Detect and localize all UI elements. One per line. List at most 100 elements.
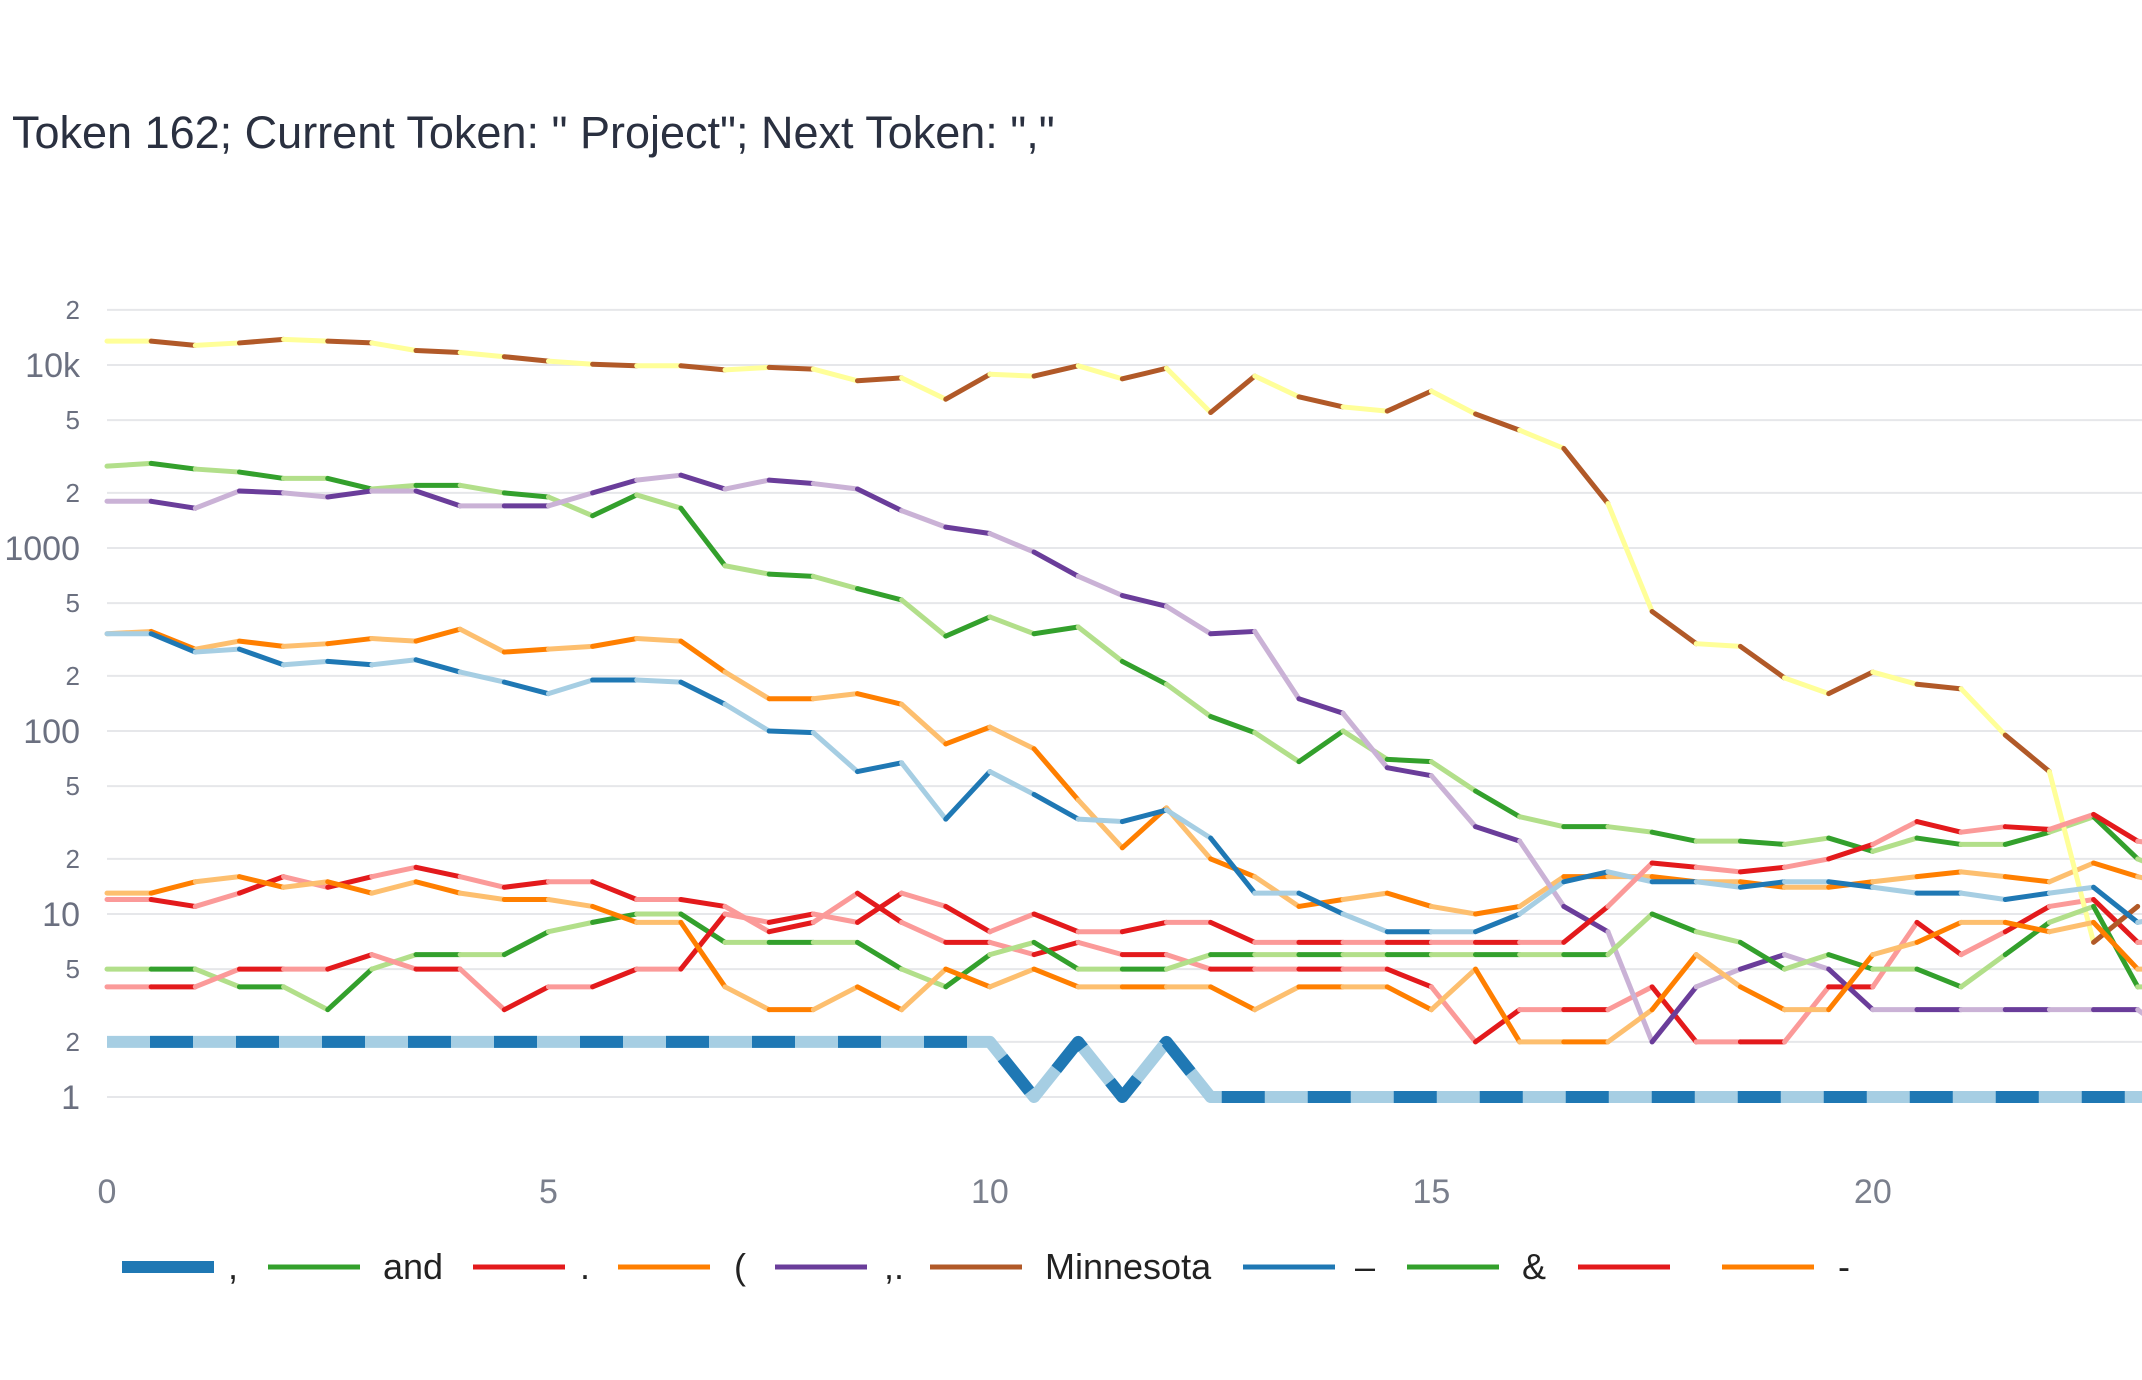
- series-segment: [1958, 686, 2008, 738]
- series-segment: [1252, 730, 1302, 765]
- series-segment: [722, 563, 772, 577]
- series-segment: [1649, 829, 1699, 844]
- series-1: [107, 1035, 2142, 1103]
- x-tick-label: 20: [1854, 1173, 1892, 1211]
- series-segment: [192, 488, 242, 511]
- y-tick-label: 2: [66, 844, 80, 874]
- legend-item[interactable]: ,.: [775, 1246, 904, 1287]
- series-segment: [1605, 824, 1655, 835]
- series-segment: [678, 911, 728, 945]
- series-segment: [810, 366, 860, 384]
- series-segment: [1914, 919, 1964, 958]
- series-segment: [1208, 984, 1258, 1013]
- series-segment: [1031, 939, 1081, 972]
- series-segment: [457, 350, 507, 360]
- series-segment: [899, 760, 949, 822]
- series-segment: [369, 340, 419, 354]
- series-segment: [1384, 388, 1434, 414]
- series-segment: [1296, 394, 1346, 410]
- series-segment: [1119, 919, 1169, 935]
- legend-label: ,.: [884, 1246, 904, 1287]
- legend-label: ,: [228, 1246, 238, 1287]
- series-segment: [1031, 939, 1081, 958]
- series-segment: [810, 911, 860, 925]
- x-tick-label: 0: [98, 1173, 117, 1211]
- series-segment: [1252, 373, 1302, 400]
- series-segment: [1870, 884, 1920, 896]
- series-segment: [1605, 911, 1655, 958]
- legend-item[interactable]: .: [473, 1246, 590, 1287]
- legend-item[interactable]: Minnesota: [930, 1246, 1212, 1287]
- y-tick-label: 2: [66, 295, 80, 325]
- series-segment: [1782, 952, 1832, 972]
- grid: [107, 308, 2142, 1098]
- series-segment: [1252, 628, 1302, 702]
- series-segment: [1517, 879, 1567, 917]
- series-segment: [899, 919, 949, 945]
- legend-item[interactable]: ,: [122, 1246, 238, 1287]
- series-segment: [1119, 807, 1169, 825]
- series-segment: [2002, 890, 2052, 903]
- series-segment: [1296, 890, 1346, 917]
- x-tick-label: 15: [1412, 1173, 1450, 1211]
- series-segment: [1561, 869, 1611, 885]
- series-segment: [678, 897, 728, 909]
- series-segment: [2046, 919, 2097, 935]
- legend-item[interactable]: –: [1243, 1246, 1375, 1287]
- series-segment: [545, 643, 596, 652]
- series-segment: [1384, 756, 1434, 765]
- series-segment: [1384, 765, 1434, 779]
- series-segment: [325, 636, 375, 647]
- series-segment: [1782, 984, 1832, 1045]
- series-segment: [1075, 624, 1125, 664]
- y-tick-label: 5: [66, 771, 80, 801]
- series-segment: [1164, 807, 1214, 841]
- series-segment: [678, 919, 728, 990]
- series-segment: [1428, 388, 1479, 417]
- series-segment: [1384, 966, 1434, 990]
- legend-item[interactable]: (: [618, 1246, 746, 1287]
- series-segment: [1031, 911, 1081, 935]
- series-segment: [2002, 829, 2052, 847]
- series-segment: [722, 669, 772, 702]
- series-segment: [987, 531, 1037, 555]
- series-segment: [766, 571, 816, 579]
- series-segment: [899, 375, 949, 402]
- series-segment: [590, 492, 640, 519]
- series-segment: [1517, 874, 1567, 909]
- y-axis-ticks: 1 2 5 10 2 5 100 2 5 1000 2 5 10k 2: [4, 295, 81, 1117]
- series-segment: [325, 658, 375, 668]
- series-segment: [810, 691, 860, 702]
- series-segment: [1384, 984, 1434, 1013]
- series-segment: [1208, 628, 1258, 637]
- series-segment: [722, 911, 772, 925]
- series-segment: [590, 477, 640, 496]
- series-segment: [943, 952, 993, 990]
- series-segment: [1958, 952, 2008, 990]
- series-segment: [2002, 732, 2052, 775]
- series-segment: [1031, 746, 1081, 803]
- series-segment: [1826, 966, 1876, 1013]
- legend-item[interactable]: and: [268, 1246, 443, 1287]
- series-segment: [148, 631, 198, 655]
- series-segment: [1075, 816, 1125, 825]
- series-segment: [148, 460, 198, 472]
- series-segment: [2135, 1007, 2142, 1016]
- y-tick-label: 1: [61, 1079, 80, 1117]
- series-segment: [2091, 903, 2141, 945]
- legend-item[interactable]: &: [1407, 1246, 1546, 1287]
- series-segment: [192, 646, 242, 655]
- series-7: [104, 631, 2142, 935]
- series-segment: [1561, 903, 1611, 945]
- series-segment: [1208, 835, 1258, 896]
- series-segment: [2046, 811, 2097, 832]
- series-segment: [1208, 714, 1258, 736]
- series-segment: [1296, 696, 1346, 716]
- series-segment: [1737, 939, 1788, 972]
- series-segment: [1340, 728, 1390, 762]
- series-segment: [1605, 501, 1655, 614]
- series-segment: [325, 879, 375, 896]
- legend-item[interactable]: -: [1722, 1246, 1850, 1287]
- series-segment: [899, 701, 949, 747]
- series-segment: [192, 890, 242, 909]
